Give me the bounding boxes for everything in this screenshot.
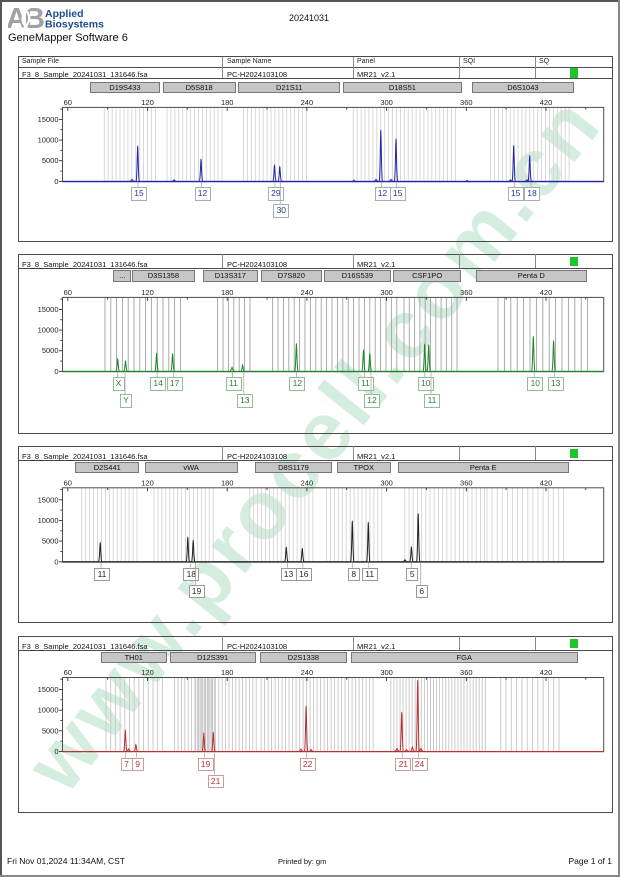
- svg-text:5000: 5000: [42, 156, 59, 165]
- svg-text:60: 60: [64, 98, 72, 107]
- svg-text:60: 60: [64, 288, 72, 297]
- svg-text:120: 120: [141, 98, 154, 107]
- svg-text:240: 240: [301, 98, 314, 107]
- svg-text:Applied: Applied: [45, 8, 84, 20]
- svg-text:120: 120: [141, 478, 154, 487]
- svg-text:240: 240: [301, 668, 314, 677]
- svg-text:10000: 10000: [38, 326, 59, 335]
- svg-text:360: 360: [460, 98, 473, 107]
- svg-text:15000: 15000: [38, 115, 59, 124]
- svg-text:5000: 5000: [42, 726, 59, 735]
- svg-text:5000: 5000: [42, 537, 59, 546]
- svg-text:0: 0: [54, 557, 58, 566]
- svg-text:0: 0: [54, 747, 58, 756]
- svg-text:5000: 5000: [42, 346, 59, 355]
- svg-text:360: 360: [460, 478, 473, 487]
- svg-text:300: 300: [380, 478, 393, 487]
- svg-text:300: 300: [380, 668, 393, 677]
- svg-text:300: 300: [380, 98, 393, 107]
- svg-text:180: 180: [221, 478, 234, 487]
- svg-text:240: 240: [301, 478, 314, 487]
- svg-text:420: 420: [540, 98, 553, 107]
- svg-text:0: 0: [54, 177, 58, 186]
- svg-text:15000: 15000: [38, 305, 59, 314]
- svg-text:10000: 10000: [38, 706, 59, 715]
- svg-text:120: 120: [141, 288, 154, 297]
- svg-text:180: 180: [221, 668, 234, 677]
- svg-text:240: 240: [301, 288, 314, 297]
- svg-text:360: 360: [460, 288, 473, 297]
- svg-text:60: 60: [64, 478, 72, 487]
- svg-text:15000: 15000: [38, 495, 59, 504]
- svg-text:15000: 15000: [38, 685, 59, 694]
- svg-text:420: 420: [540, 478, 553, 487]
- svg-text:10000: 10000: [38, 516, 59, 525]
- svg-text:420: 420: [540, 668, 553, 677]
- svg-text:60: 60: [64, 668, 72, 677]
- svg-text:420: 420: [540, 288, 553, 297]
- svg-text:120: 120: [141, 668, 154, 677]
- svg-text:180: 180: [221, 98, 234, 107]
- svg-text:0: 0: [54, 367, 58, 376]
- svg-text:360: 360: [460, 668, 473, 677]
- svg-text:180: 180: [221, 288, 234, 297]
- svg-text:300: 300: [380, 288, 393, 297]
- svg-text:10000: 10000: [38, 136, 59, 145]
- svg-text:Biosystems: Biosystems: [45, 19, 104, 31]
